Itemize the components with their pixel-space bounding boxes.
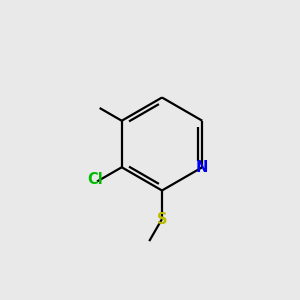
Text: N: N bbox=[196, 160, 208, 175]
Text: S: S bbox=[157, 212, 167, 226]
Text: Cl: Cl bbox=[87, 172, 103, 187]
